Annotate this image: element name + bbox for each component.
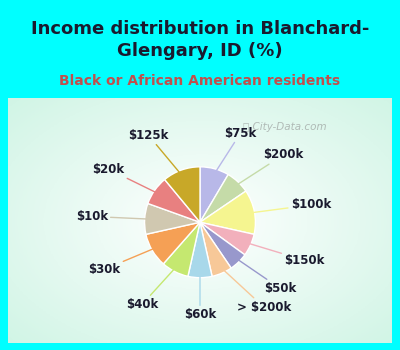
Text: $200k: $200k bbox=[232, 148, 304, 188]
Text: $40k: $40k bbox=[126, 264, 179, 311]
Wedge shape bbox=[200, 167, 228, 222]
Wedge shape bbox=[163, 222, 200, 276]
Text: Income distribution in Blanchard-
Glengary, ID (%): Income distribution in Blanchard- Glenga… bbox=[31, 20, 369, 60]
Wedge shape bbox=[165, 167, 200, 222]
Text: $125k: $125k bbox=[128, 129, 184, 178]
Wedge shape bbox=[144, 203, 200, 235]
Text: $75k: $75k bbox=[212, 127, 257, 177]
Text: Black or African American residents: Black or African American residents bbox=[60, 74, 340, 88]
Wedge shape bbox=[188, 222, 212, 278]
Text: $100k: $100k bbox=[246, 198, 331, 214]
Text: $30k: $30k bbox=[88, 246, 160, 276]
Wedge shape bbox=[200, 191, 256, 235]
Text: $50k: $50k bbox=[233, 256, 296, 295]
Wedge shape bbox=[146, 222, 200, 264]
Text: $60k: $60k bbox=[184, 270, 216, 321]
Text: $20k: $20k bbox=[92, 163, 162, 195]
Text: ⓘ City-Data.com: ⓘ City-Data.com bbox=[243, 122, 326, 132]
Text: > $200k: > $200k bbox=[219, 266, 291, 314]
Text: $10k: $10k bbox=[76, 210, 153, 223]
Wedge shape bbox=[148, 180, 200, 222]
Wedge shape bbox=[200, 222, 245, 268]
Wedge shape bbox=[200, 222, 231, 276]
Text: $150k: $150k bbox=[243, 241, 324, 267]
Wedge shape bbox=[200, 222, 254, 255]
Wedge shape bbox=[200, 175, 246, 222]
